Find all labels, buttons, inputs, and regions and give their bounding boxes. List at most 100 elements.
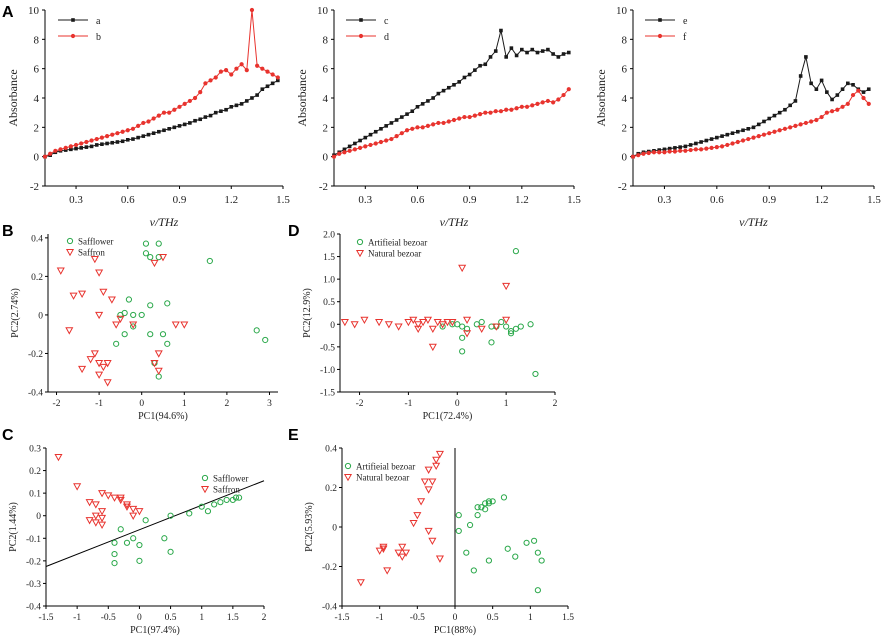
y-axis-label: PC2(1.44%) [8,502,19,552]
data-point-triangle [492,323,501,331]
data-point-c [546,47,550,52]
data-point-circle [142,250,150,257]
data-point-circle [512,325,520,332]
data-point-c [504,55,508,59]
y-tick-label: -2 [618,181,627,193]
data-point-circle [523,539,530,546]
data-point-d [535,101,540,106]
data-point-f [824,110,829,115]
data-point-f [630,154,636,159]
data-point-c [483,62,488,67]
y-tick-label: 2 [323,122,329,134]
data-point-a [151,131,156,135]
x-tick-label: 1.5 [227,613,239,623]
panel-label-d: D [288,223,300,240]
legend-marker-c [359,18,363,22]
data-point-circle [155,240,162,247]
x-tick-label: 0 [455,399,460,409]
series-line-b [44,9,279,158]
data-point-circle [113,340,120,347]
data-point-c [389,121,394,125]
data-point-e [788,103,792,108]
data-point-b [53,148,58,153]
y-tick-label: 0.3 [29,445,41,455]
data-point-d [363,144,368,149]
data-point-triangle [394,549,403,557]
x-tick-label: 0 [453,613,458,623]
data-point-triangle [122,501,132,509]
data-point-b [79,141,84,146]
y-tick-label: 10 [616,5,628,17]
data-point-a [270,81,275,86]
data-point-a [105,141,109,146]
data-point-a [115,140,120,144]
x-tick-label: -1.5 [334,613,349,623]
data-point-triangle [375,547,384,555]
data-point-a [79,146,84,150]
data-point-triangle [150,259,159,268]
data-point-a [229,105,234,109]
data-point-triangle [78,290,87,298]
data-point-triangle [401,549,411,557]
data-point-b [275,75,280,80]
data-point-triangle [432,462,441,471]
data-point-a [131,137,135,141]
y-tick-label: -0.4 [28,389,43,399]
data-point-triangle [150,360,159,368]
data-point-circle [161,535,168,542]
y-tick-label: -0.2 [322,563,337,573]
data-point-b [58,147,63,152]
data-point-d [410,126,415,131]
data-point-f [814,117,819,123]
data-point-b [187,98,192,104]
data-point-circle [504,545,511,552]
data-point-circle [217,499,224,506]
data-point-e [683,144,688,149]
data-point-circle [147,254,154,261]
data-point-circle [485,498,492,505]
data-point-d [404,128,410,133]
data-point-a [208,113,213,118]
data-point-triangle [86,356,95,364]
data-point-f [777,128,782,133]
y-tick-label: 0.5 [323,298,335,308]
data-point-a [182,122,187,127]
data-point-d [488,110,493,115]
data-point-c [530,47,535,52]
data-point-b [270,72,275,77]
data-point-triangle [69,292,78,300]
data-point-e [830,97,834,102]
data-point-circle [485,500,492,507]
x-tick-label: -0.5 [410,613,425,623]
data-point-circle [459,323,466,330]
y-tick-label: 8 [34,34,40,46]
data-point-d [493,109,498,114]
legend-marker-triangle [65,248,75,257]
data-point-e [866,87,871,91]
data-point-triangle [95,311,104,320]
data-point-d [431,122,436,127]
legend-marker-f [657,33,663,39]
data-point-triangle [98,514,107,523]
data-point-d [498,109,504,114]
data-point-f [803,120,808,126]
data-point-d [545,98,551,104]
data-point-triangle [424,527,433,536]
data-point-triangle [438,321,447,329]
data-point-triangle [414,325,423,334]
data-point-a [89,144,94,149]
y-tick-label: -0.3 [26,580,41,590]
data-point-triangle [458,264,467,273]
data-point-f [856,88,861,93]
x-axis-label: v/THz [739,215,768,229]
data-point-c [499,28,503,33]
data-point-circle [473,321,480,328]
data-point-b [125,128,130,133]
data-point-b [260,66,265,71]
data-point-f [709,145,714,150]
data-point-circle [534,549,541,556]
data-point-triangle [420,478,429,486]
data-point-e [767,116,772,121]
data-point-circle [538,557,545,564]
